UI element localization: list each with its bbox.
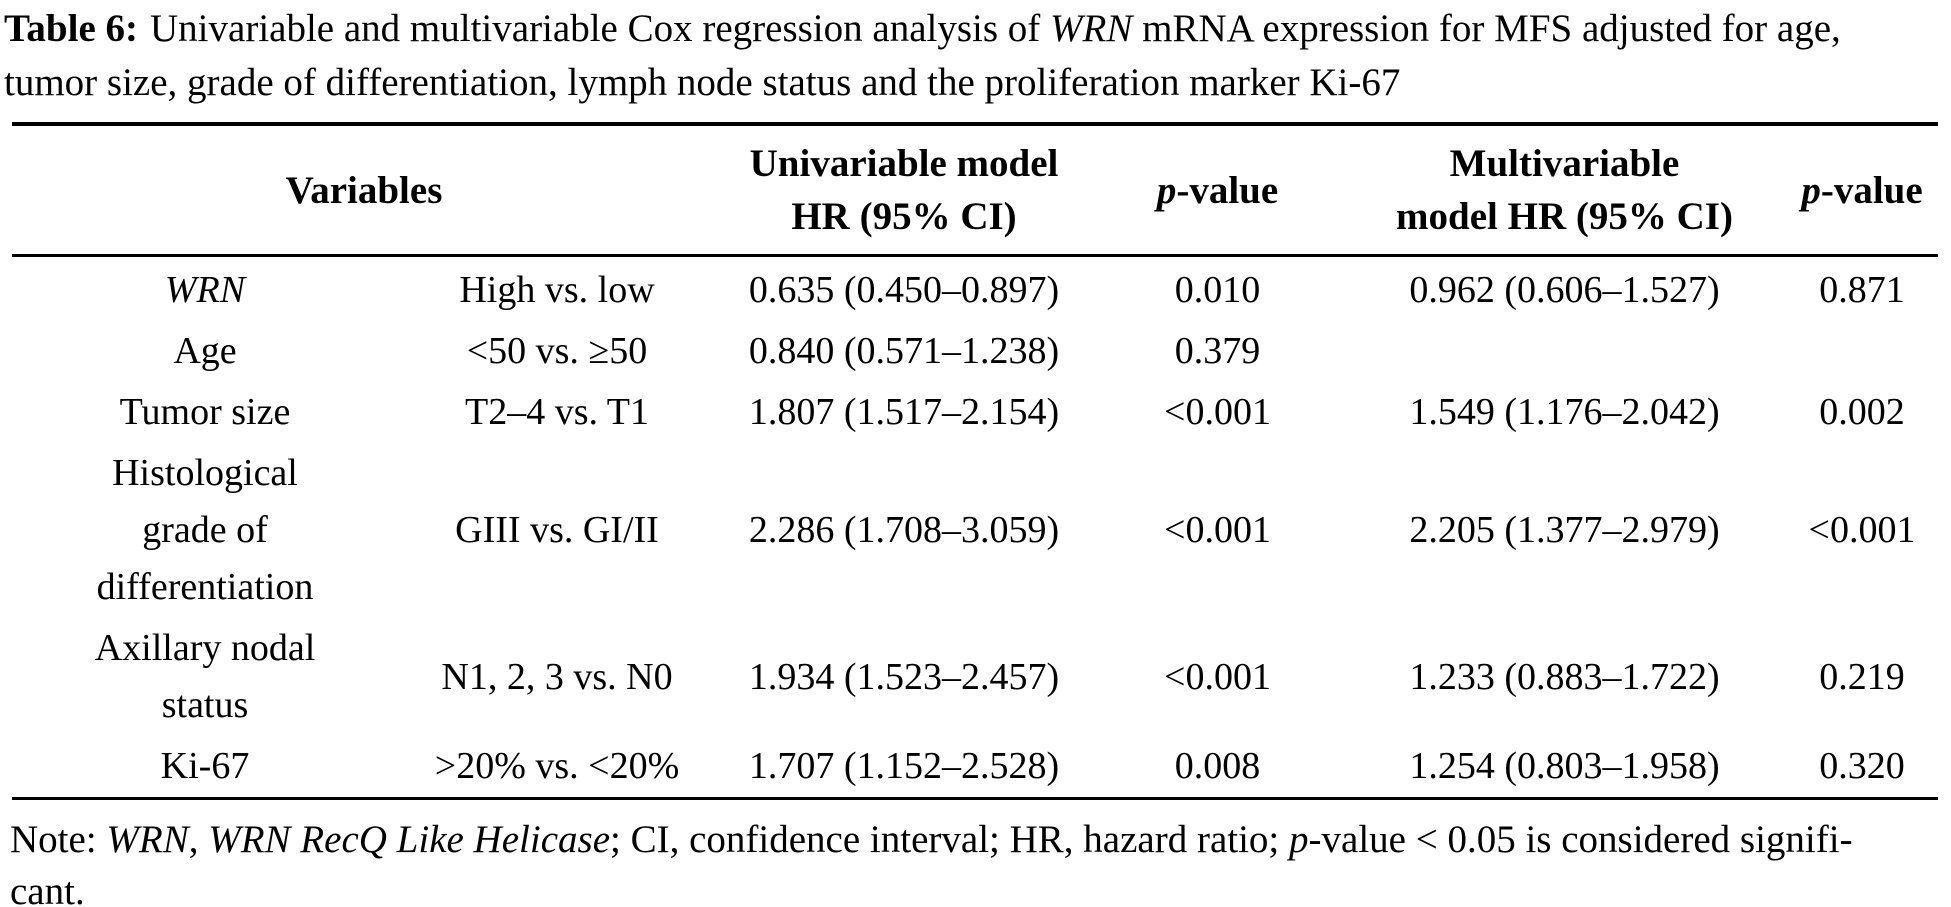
cell-comparison: High vs. low xyxy=(459,269,655,311)
header-p-italic: p xyxy=(1801,168,1821,212)
cell-comparison: >20% vs. <20% xyxy=(434,745,680,787)
table-header: Variables Univariable model HR (95% CI) … xyxy=(12,124,1938,257)
table-row: WRN High vs. low 0.635 (0.450–0.897) 0.0… xyxy=(12,256,1938,322)
cell-multivariable-p: 0.871 xyxy=(1819,269,1905,311)
cell-univariable-hr: 1.934 (1.523–2.457) xyxy=(748,655,1060,698)
cell-univariable-hr: 2.286 (1.708–3.059) xyxy=(748,509,1060,551)
cell-multivariable-p: 0.320 xyxy=(1819,745,1905,787)
cell-univariable-p: 0.008 xyxy=(1174,745,1261,787)
cell-multivariable-p: 0.219 xyxy=(1819,655,1905,698)
cell-comparison: <50 vs. ≥50 xyxy=(466,330,648,372)
cell-variable: Age xyxy=(173,330,237,372)
note-prefix: Note: xyxy=(10,818,107,861)
header-multivariable-p-value: p-value xyxy=(1786,124,1938,257)
cell-univariable-p: 0.010 xyxy=(1174,269,1261,311)
header-univariable-model: Univariable model HR (95% CI) xyxy=(716,124,1092,257)
table-note: Note: WRN, WRN RecQ Like Helicase; CI, c… xyxy=(10,814,1951,907)
note-gene: WRN xyxy=(106,818,189,861)
cell-multivariable-p: 0.002 xyxy=(1819,391,1905,433)
cell-multivariable-hr: 1.254 (0.803–1.958) xyxy=(1409,745,1720,787)
cell-multivariable-hr: 1.233 (0.883–1.722) xyxy=(1409,655,1720,698)
cell-variable: Tumor size xyxy=(119,391,291,433)
cell-univariable-p: <0.001 xyxy=(1164,509,1271,551)
cell-multivariable-p: <0.001 xyxy=(1808,509,1916,551)
header-variables: Variables xyxy=(12,124,716,257)
cell-univariable-hr: 1.707 (1.152–2.528) xyxy=(748,745,1060,787)
cell-multivariable-hr: 1.549 (1.176–2.042) xyxy=(1409,391,1720,433)
cell-multivariable-hr: 2.205 (1.377–2.979) xyxy=(1409,509,1720,551)
table-row: Ki-67 >20% vs. <20% 1.707 (1.152–2.528) … xyxy=(12,736,1938,799)
note-gene-full-name: WRN RecQ Like Helicase xyxy=(208,818,611,861)
table-caption-text-before: Univariable and multivariable Cox regres… xyxy=(150,7,1051,50)
header-row: Variables Univariable model HR (95% CI) … xyxy=(12,124,1938,257)
cell-comparison: T2–4 vs. T1 xyxy=(464,391,650,433)
cell-comparison: N1, 2, 3 vs. N0 xyxy=(441,655,673,698)
cell-variable: WRN xyxy=(164,269,246,311)
cell-univariable-hr: 1.807 (1.517–2.154) xyxy=(748,391,1060,433)
cell-variable: Histological grade of differentiation xyxy=(96,452,314,608)
header-p-rest: -value xyxy=(1176,168,1279,212)
note-p-italic: p xyxy=(1289,818,1309,861)
cox-regression-table: Variables Univariable model HR (95% CI) … xyxy=(12,122,1938,800)
cell-multivariable-hr xyxy=(1343,321,1786,382)
note-suffix: -value < 0.05 is considered signifi- can… xyxy=(10,818,1853,907)
table-row: Histological grade of differentiation GI… xyxy=(12,443,1938,618)
cell-multivariable-hr: 0.962 (0.606–1.527) xyxy=(1409,269,1720,311)
cell-univariable-hr: 0.840 (0.571–1.238) xyxy=(748,330,1060,372)
table-caption-text-after: mRNA expression for MFS adjusted for age… xyxy=(4,7,1841,104)
table-row: Age <50 vs. ≥50 0.840 (0.571–1.238) 0.37… xyxy=(12,321,1938,382)
header-univariable-p-value: p-value xyxy=(1092,124,1343,257)
table-caption-label: Table 6: xyxy=(4,7,139,50)
table-body: WRN High vs. low 0.635 (0.450–0.897) 0.0… xyxy=(12,256,1938,799)
cell-univariable-p: 0.379 xyxy=(1174,330,1261,372)
cell-univariable-p: <0.001 xyxy=(1164,391,1271,433)
cell-multivariable-p xyxy=(1786,321,1938,382)
cell-univariable-p: <0.001 xyxy=(1164,655,1271,698)
cell-univariable-hr: 0.635 (0.450–0.897) xyxy=(748,269,1060,311)
note-mid: ; CI, confidence interval; HR, hazard ra… xyxy=(610,818,1290,861)
header-multivariable-model: Multivariable model HR (95% CI) xyxy=(1343,124,1786,257)
cell-variable: Axillary nodal status xyxy=(94,627,316,726)
table-caption-gene: WRN xyxy=(1050,7,1133,50)
cell-comparison: GIII vs. GI/II xyxy=(455,509,659,551)
header-p-rest: -value xyxy=(1820,168,1923,212)
table-row: Axillary nodal status N1, 2, 3 vs. N0 1.… xyxy=(12,618,1938,736)
table-row: Tumor size T2–4 vs. T1 1.807 (1.517–2.15… xyxy=(12,382,1938,443)
cell-variable: Ki-67 xyxy=(160,745,250,787)
header-p-italic: p xyxy=(1156,168,1177,212)
table-caption: Table 6: Univariable and multivariable Co… xyxy=(0,0,1951,110)
note-separator: , xyxy=(188,818,209,861)
